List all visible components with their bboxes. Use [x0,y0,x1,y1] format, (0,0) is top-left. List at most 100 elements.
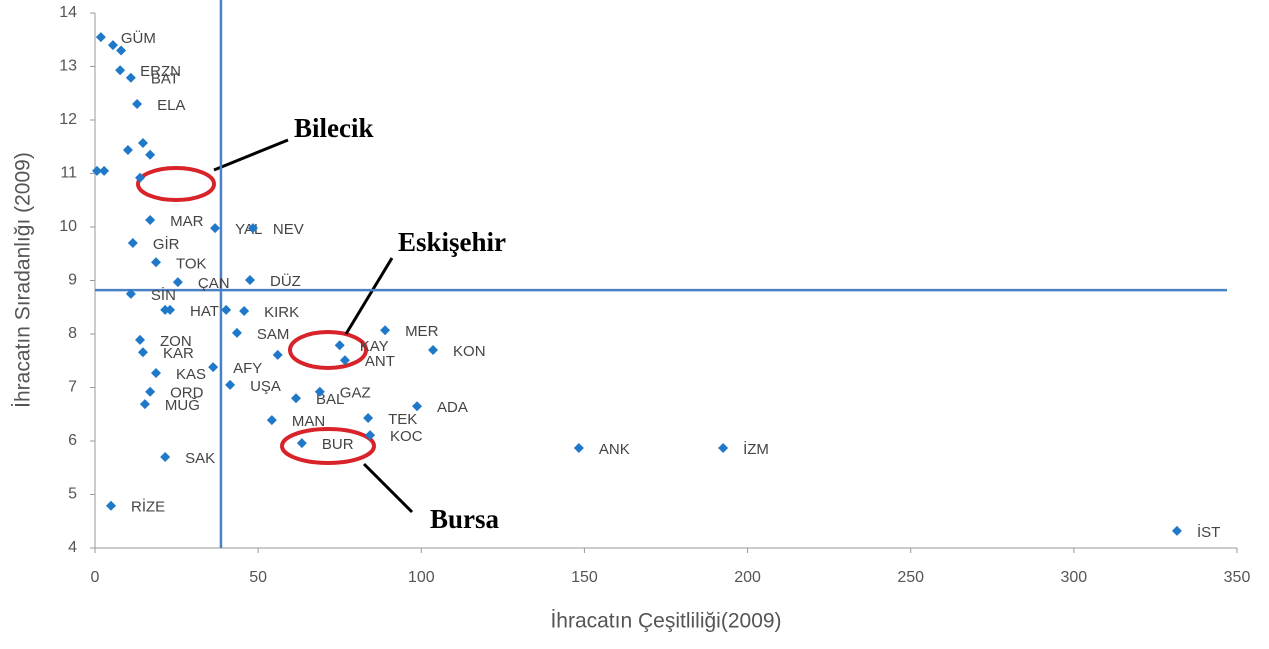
point [145,215,156,226]
point [412,401,423,412]
point-label: RİZE [131,498,165,516]
point [266,415,277,426]
point [210,223,221,234]
point-label: BAL [316,391,344,408]
point [365,430,376,441]
point [145,149,156,160]
point [145,386,156,397]
x-tick-label: 200 [734,569,761,586]
point-label: UŞA [250,378,281,395]
point [221,304,232,315]
x-tick-label: 350 [1224,569,1251,586]
point-label: KIRK [264,304,299,321]
y-tick-label: 13 [59,58,77,75]
point [132,98,143,109]
point-label: SAK [185,450,215,467]
y-tick-label: 5 [68,486,77,503]
x-axis-title: İhracatın Çeşitliliği(2009) [550,610,781,633]
point [573,442,584,453]
x-tick-label: 150 [571,569,598,586]
point [231,327,242,338]
point-label: TEK [388,411,417,428]
point-label: KON [453,343,486,360]
point-label: ELA [157,97,185,114]
x-tick-label: 300 [1061,569,1088,586]
point-label: ÇAN [198,275,230,292]
point-label: MAR [170,213,204,230]
point-label: SİN [151,286,176,304]
point-label: ZON [160,333,192,350]
point-label: HAT [190,303,219,320]
point [116,45,127,56]
x-tick-label: 0 [91,569,100,586]
point-label: KOC [390,428,423,445]
highlight-ellipse [136,166,216,202]
highlight-ellipse [280,427,376,465]
point [151,368,162,379]
x-tick-label: 50 [249,569,267,586]
y-tick-label: 12 [59,111,77,128]
point [160,304,171,315]
point [339,355,350,366]
point [125,288,136,299]
point-label: DÜZ [270,272,301,290]
y-axis-title: İhracatın Sıradanlığı (2009) [12,152,35,408]
point [272,349,283,360]
point-label: KAR [163,345,194,362]
annotation-arrow [362,462,414,514]
point [718,442,729,453]
point [290,393,301,404]
point [125,72,136,83]
point-label: ORD [170,385,204,402]
point [139,399,150,410]
point-label: AFY [233,360,262,377]
point [122,144,133,155]
point [428,345,439,356]
point-label: ADA [437,399,468,416]
point-label: KAS [176,366,206,383]
point-label: GAZ [340,385,371,402]
point-label: ANK [599,441,630,458]
highlight-ellipse [288,330,368,370]
point-label: İST [1197,523,1220,541]
point [107,40,118,51]
point [244,274,255,285]
point-label: GÜM [121,29,156,47]
y-tick-label: 10 [59,218,77,235]
point [135,172,146,183]
point [380,325,391,336]
point-label: MER [405,323,439,340]
point-label: MAN [292,413,325,430]
point-label: TOK [176,255,207,272]
y-tick-label: 4 [68,539,77,556]
y-tick-label: 11 [60,165,77,182]
point [95,32,106,43]
point [208,362,219,373]
annotation-arrow [344,257,394,335]
point [239,305,250,316]
y-tick-label: 8 [68,325,77,342]
y-tick-label: 14 [59,4,77,21]
point-label: YAL [235,221,262,238]
point [151,257,162,268]
point [296,438,307,449]
annotation: Bilecik [294,113,374,143]
point [99,165,110,176]
point [334,340,345,351]
point [115,65,126,76]
annotation: Bursa [430,504,500,534]
point-label: KAY [360,338,389,355]
point-label: GİR [153,235,180,253]
point [137,138,148,149]
point-label: SAM [257,326,290,343]
point [91,165,102,176]
point-label: ERZN [140,63,181,80]
point-label: İZM [743,440,769,458]
point [135,334,146,345]
point [160,452,171,463]
y-tick-label: 9 [68,272,77,289]
point-label: BAT [151,71,179,88]
point [225,379,236,390]
